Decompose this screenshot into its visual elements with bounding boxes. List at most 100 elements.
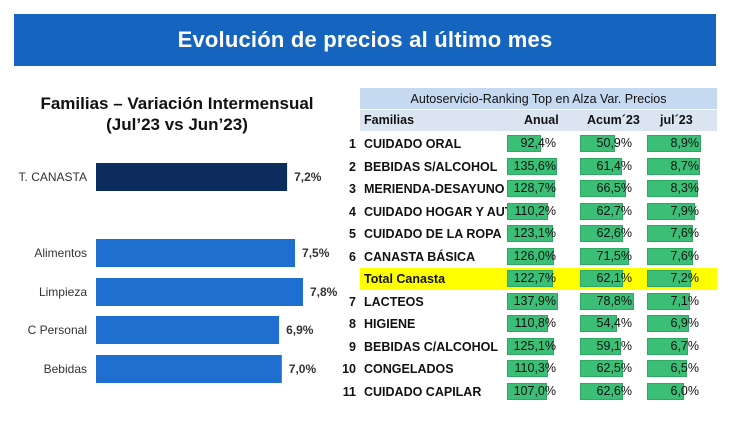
value-jul: 6,9%: [670, 316, 700, 330]
rank-number: 5: [349, 227, 356, 241]
cell-acum: 62,7%: [580, 202, 635, 220]
table-row-total: Total Canasta 122,7% 62,1% 7,2%: [332, 268, 717, 291]
cell-acum: 66,5%: [580, 180, 635, 197]
family-name: CANASTA BÁSICA: [364, 249, 476, 264]
cell-jul: 7,6%: [647, 247, 702, 265]
family-name: CUIDADO HOGAR Y AUTO: [364, 204, 522, 219]
table-row: 6 CANASTA BÁSICA 126,0% 71,5% 7,6%: [332, 246, 716, 269]
cell-anual: 110,8%: [507, 315, 559, 332]
databar-anual: [507, 157, 558, 175]
value-anual: 128,7%: [513, 181, 556, 195]
ranking-table: Autoservicio-Ranking Top en Alza Var. Pr…: [332, 88, 717, 408]
rank-number: 6: [349, 249, 356, 264]
rank-number: 11: [342, 384, 356, 399]
family-name: Total Canasta: [364, 272, 446, 286]
cell-jul: 8,3%: [647, 180, 702, 197]
table-row: 10 CONGELADOS 110,3% 62,5% 6,5%: [332, 358, 716, 381]
value-anual: 110,8%: [514, 316, 556, 330]
databar-jul: [647, 180, 698, 197]
family-name: HIGIENE: [364, 317, 416, 331]
databar-acum: [580, 157, 623, 175]
cell-anual: 110,3%: [507, 360, 559, 377]
family-name: CONGELADOS: [364, 362, 454, 376]
family-name: CUIDADO ORAL: [364, 137, 462, 151]
value-anual: 135,6%: [513, 158, 556, 173]
databar-jul: [647, 382, 684, 400]
value-label-bebidas: 7,0%: [289, 362, 317, 376]
column-header-familias: Familias: [364, 113, 415, 127]
databar-acum: [580, 382, 623, 400]
value-acum: 50,9%: [596, 136, 632, 150]
value-anual: 107,0%: [513, 383, 556, 398]
cell-anual: 122,7%: [507, 270, 559, 287]
value-acum: 62,6%: [596, 383, 632, 398]
rank-number: 4: [349, 204, 356, 219]
value-acum: 78,8%: [596, 293, 632, 308]
databar-jul: [647, 202, 696, 220]
category-label-t-canasta: T. CANASTA: [19, 170, 87, 184]
cell-jul: 6,0%: [647, 382, 702, 400]
cell-acum: 54,4%: [580, 315, 635, 332]
value-jul: 8,7%: [670, 158, 700, 173]
cell-jul: 7,1%: [647, 292, 702, 310]
table-row: 4 CUIDADO HOGAR Y AUTO 110,2% 62,7% 7,9%: [332, 201, 716, 224]
chart-title: Familias – Variación Intermensual (Jul’2…: [12, 93, 342, 135]
rank-number: 1: [349, 137, 356, 151]
value-anual: 92,4%: [520, 136, 556, 150]
cell-anual: 107,0%: [507, 382, 559, 400]
value-jul: 7,6%: [670, 248, 700, 263]
cell-anual: 110,2%: [507, 202, 559, 220]
value-anual: 110,3%: [514, 361, 556, 375]
databar-jul: [647, 337, 688, 355]
value-label-c-personal: 6,9%: [286, 323, 314, 337]
cell-anual: 126,0%: [507, 247, 559, 265]
table-row: 8 HIGIENE 110,8% 54,4% 6,9%: [332, 313, 716, 336]
table-row: 3 MERIENDA-DESAYUNO 128,7% 66,5% 8,3%: [332, 178, 716, 201]
value-jul: 6,5%: [670, 361, 700, 375]
variation-bar-chart: T. CANASTA 7,2% Alimentos 7,5% Limpieza 7,8% C…: [19, 163, 338, 383]
databar-anual: [507, 360, 548, 377]
cell-anual: 135,6%: [507, 157, 559, 175]
table-row: 2 BEBIDAS S/ALCOHOL 135,6% 61,4% 8,7%: [332, 156, 716, 179]
databar-jul: [647, 270, 691, 287]
bar-c-personal: [96, 316, 280, 344]
family-name: BEBIDAS S/ALCOHOL: [364, 159, 498, 174]
ranking-table-columns: Familias Anual Acum´23 jul´23: [360, 110, 717, 131]
cell-anual: 123,1%: [507, 225, 559, 242]
family-name: BEBIDAS C/ALCOHOL: [364, 339, 499, 354]
value-acum: 66,5%: [596, 181, 632, 195]
value-anual: 123,1%: [513, 226, 556, 240]
cell-jul: 6,5%: [647, 360, 702, 377]
cell-jul: 8,9%: [647, 135, 702, 152]
rank-number: 2: [349, 159, 356, 174]
databar-anual: [507, 135, 542, 152]
value-label-limpieza: 7,8%: [310, 285, 338, 299]
value-jul: 6,0%: [670, 383, 700, 398]
cell-acum: 62,1%: [580, 270, 635, 287]
bar-t-canasta: [96, 163, 288, 191]
bar-limpieza: [96, 278, 303, 306]
rank-number: 8: [349, 317, 356, 331]
table-row: 9 BEBIDAS C/ALCOHOL 125,1% 59,1% 6,7%: [332, 336, 716, 359]
value-acum: 54,4%: [596, 316, 632, 330]
databar-jul: [647, 360, 687, 377]
value-acum: 62,1%: [596, 271, 632, 285]
value-anual: 110,2%: [514, 203, 556, 218]
cell-jul: 6,9%: [647, 315, 702, 332]
value-anual: 126,0%: [513, 248, 556, 263]
category-label-limpieza: Limpieza: [39, 285, 87, 299]
databar-anual: [507, 337, 554, 355]
cell-acum: 50,9%: [580, 135, 635, 152]
value-jul: 7,2%: [670, 271, 700, 285]
databar-anual: [507, 202, 548, 220]
category-label-alimentos: Alimentos: [34, 246, 87, 260]
bar-alimentos: [96, 239, 295, 267]
databar-acum: [580, 135, 615, 152]
value-jul: 7,1%: [670, 293, 700, 308]
chart-title-line2: (Jul’23 vs Jun’23): [106, 115, 248, 134]
databar-acum: [580, 180, 626, 197]
value-jul: 7,9%: [670, 203, 700, 218]
databar-acum: [580, 292, 635, 310]
databar-acum: [580, 315, 618, 332]
databar-acum: [580, 360, 623, 377]
